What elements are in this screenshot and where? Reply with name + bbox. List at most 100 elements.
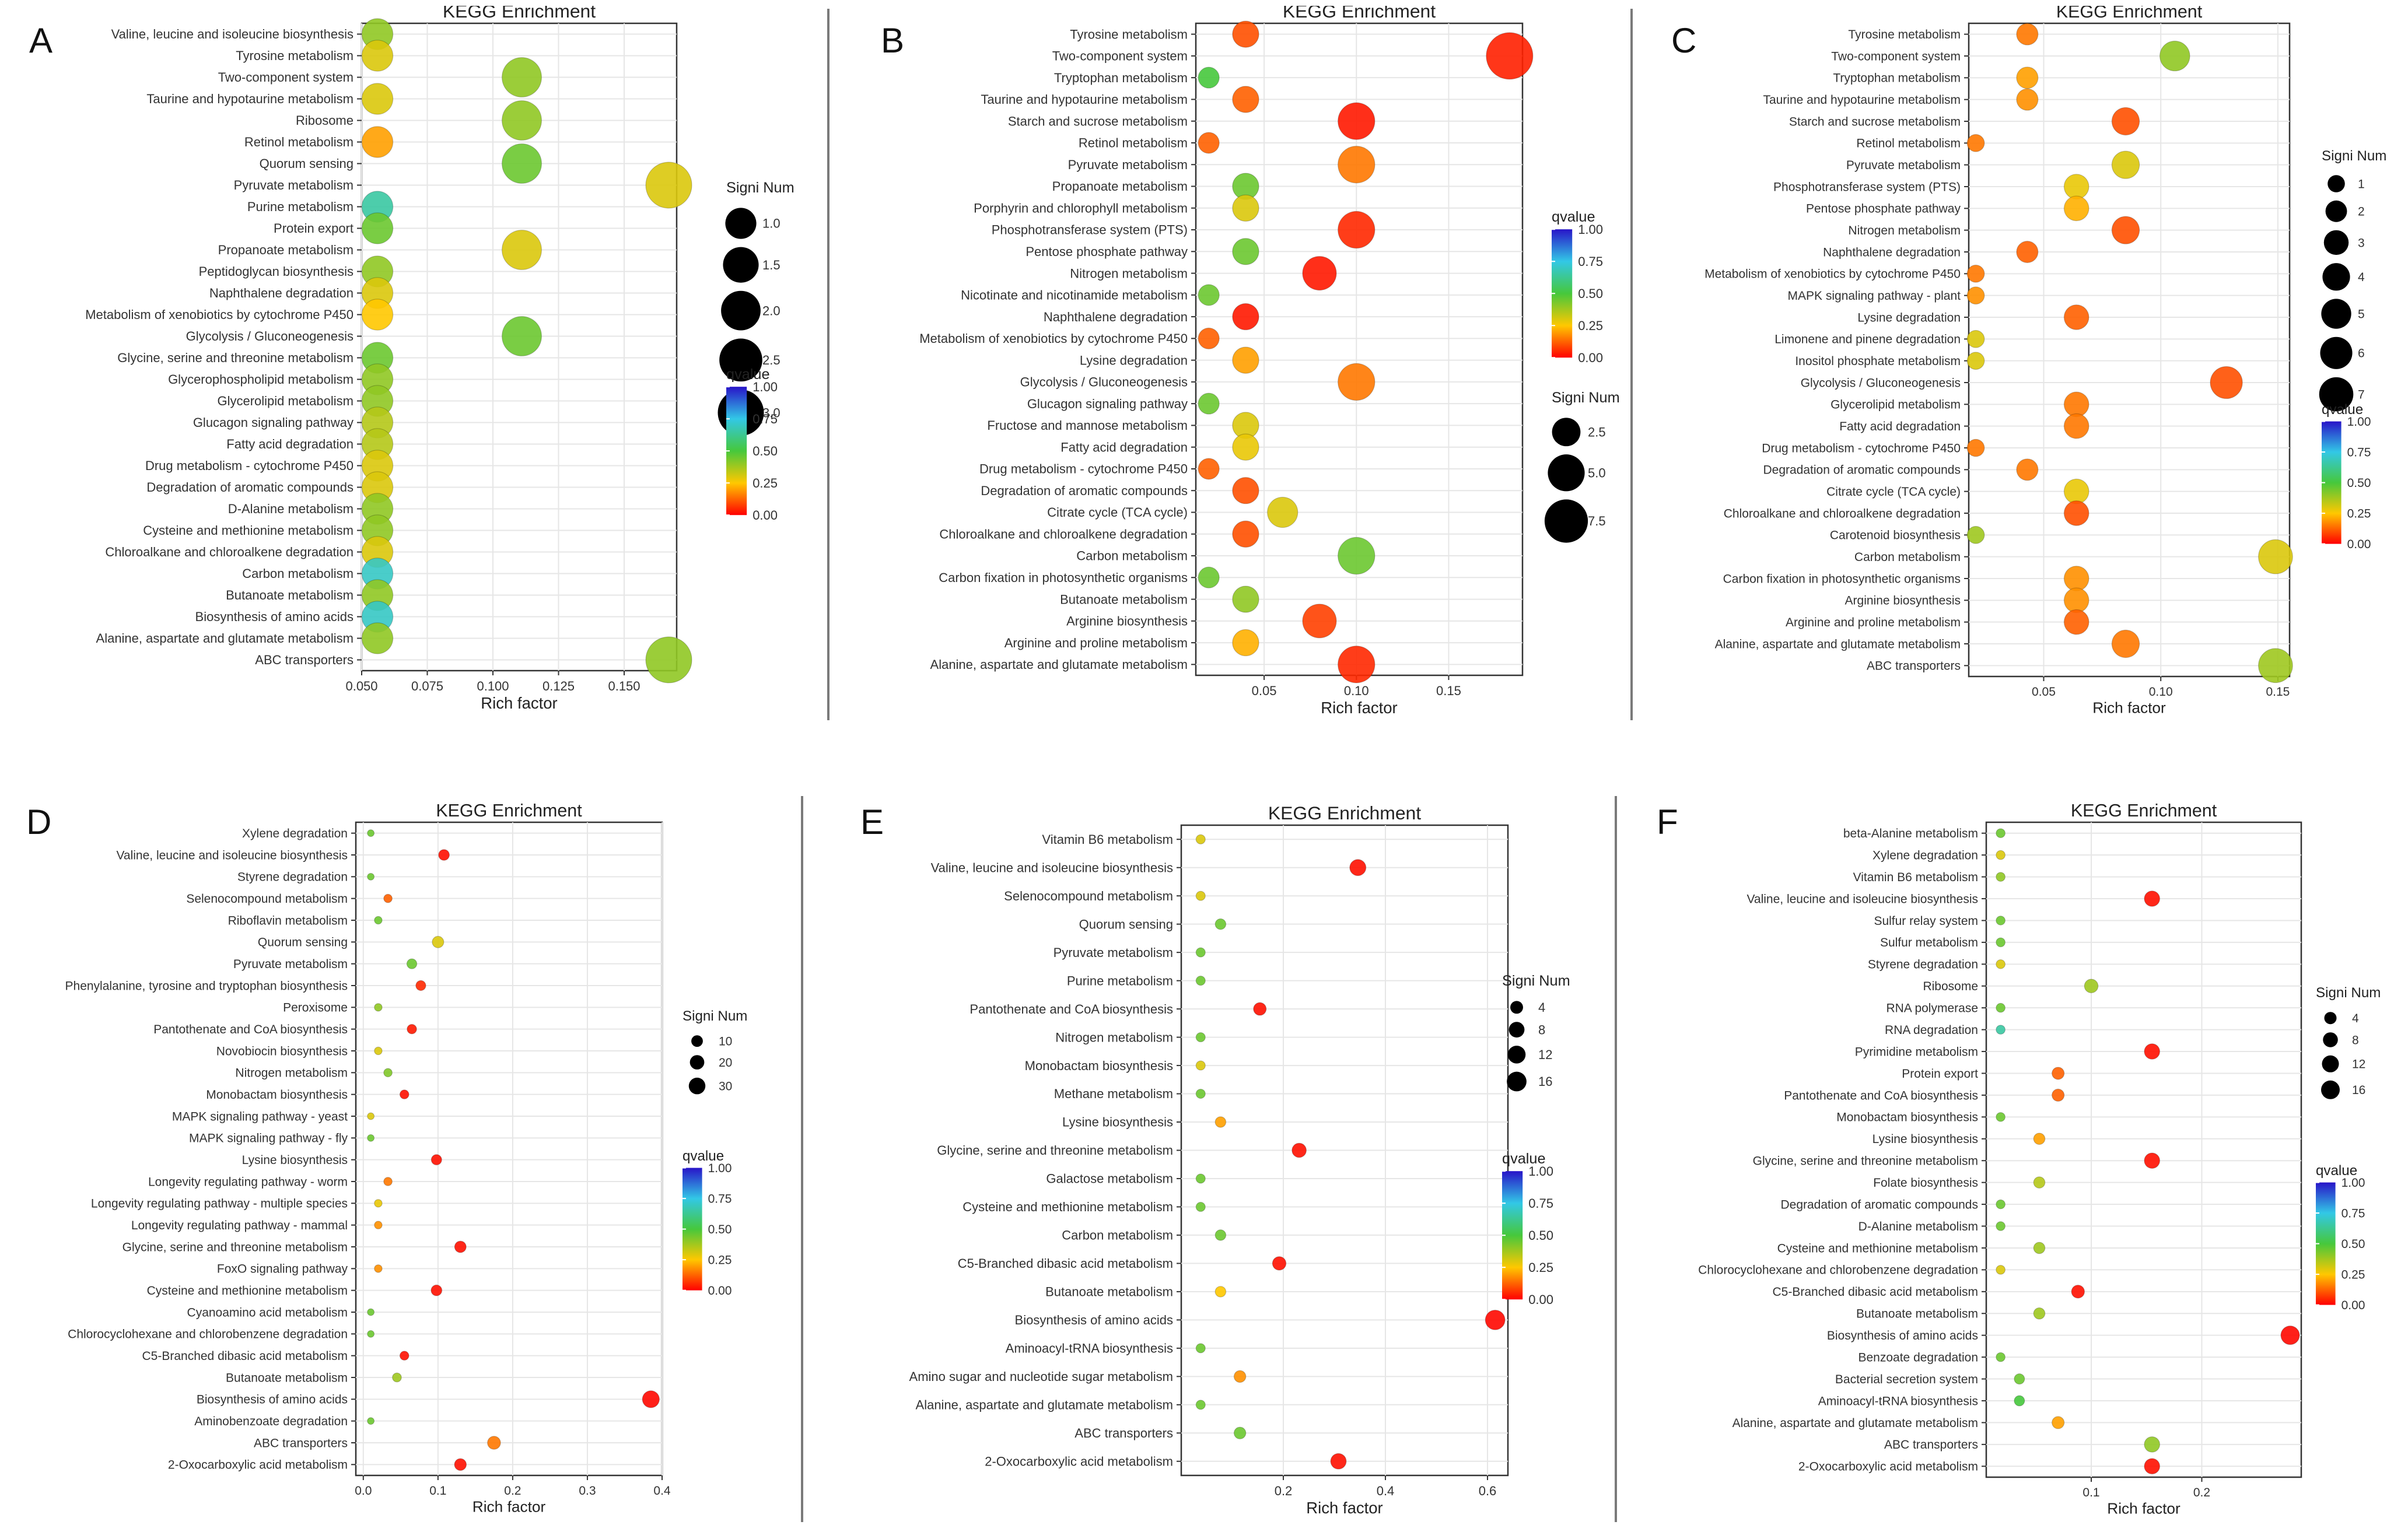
data-point: [1996, 828, 2006, 838]
data-point: [1486, 32, 1534, 80]
pathway-label: Chlorocyclohexane and chlorobenzene degr…: [1698, 1264, 1978, 1277]
data-point: [487, 1436, 501, 1450]
pathway-label: Vitamin B6 metabolism: [1042, 832, 1173, 847]
pathway-label: MAPK signaling pathway - fly: [189, 1132, 348, 1145]
pathway-label: Tryptophan metabolism: [1833, 72, 1961, 85]
pathway-label: Arginine and proline metabolism: [1005, 636, 1188, 650]
data-point: [1996, 916, 2006, 925]
pathway-label: Citrate cycle (TCA cycle): [1826, 485, 1961, 499]
data-point: [406, 958, 418, 969]
panel-d: D KEGG Enrichment 0.0 0.1 0.2 0.3 0.4 Xylene de…: [12, 796, 796, 1528]
data-point: [454, 1240, 467, 1253]
pathway-label: Chloroalkane and chloroalkene degradatio…: [939, 527, 1188, 541]
pathway-label: Lysine biosynthesis: [1873, 1133, 1978, 1146]
size-legend-key: [1507, 1046, 1526, 1064]
pathway-label: Pantothenate and CoA biosynthesis: [1784, 1089, 1978, 1102]
pathway-label: beta-Alanine metabolism: [1843, 827, 1978, 840]
data-point: [1232, 520, 1259, 548]
size-legend-key: [2321, 1080, 2340, 1099]
data-point: [361, 126, 394, 158]
color-legend-label: 1.00: [2342, 1176, 2365, 1190]
color-legend-label: 0.25: [708, 1253, 732, 1267]
pathway-label: Biosynthesis of amino acids: [1015, 1313, 1173, 1327]
size-legend-label: 6: [2358, 347, 2365, 360]
pathway-label: Fatty acid degradation: [1060, 440, 1188, 454]
data-point: [2111, 629, 2140, 658]
panel-letter: B: [881, 21, 905, 60]
kegg-bubble-chart: KEGG Enrichment 0.05 0.10 0.15 Tyrosine meta…: [1704, 6, 2386, 716]
pathway-label: Riboflavin metabolism: [228, 914, 348, 927]
data-point: [1195, 947, 1206, 958]
x-tick-label: 0.4: [653, 1484, 671, 1498]
pathway-label: Alanine, aspartate and glutamate metabol…: [96, 631, 354, 646]
data-point: [1232, 433, 1259, 461]
pathway-label: Fructose and mannose metabolism: [987, 418, 1188, 433]
data-point: [2014, 1395, 2025, 1407]
data-point: [1232, 629, 1259, 657]
data-point: [2280, 1326, 2300, 1345]
size-legend-label: 16: [1538, 1074, 1552, 1089]
size-legend-title: Signi Num: [1502, 973, 1570, 989]
x-tick-label: 0.1: [2082, 1486, 2099, 1499]
pathway-label: Glycine, serine and threonine metabolism: [937, 1143, 1173, 1158]
color-legend-title: qvalue: [1502, 1151, 1546, 1167]
data-point: [502, 100, 542, 141]
size-legend-key: [1510, 1001, 1523, 1014]
x-tick-label: 0.10: [2149, 685, 2173, 699]
data-point: [367, 872, 374, 881]
size-legend-key: [721, 290, 761, 331]
size-legend-key: [688, 1077, 706, 1095]
color-legend-label: 1.00: [708, 1162, 732, 1175]
size-legend-title: Signi Num: [682, 1008, 747, 1024]
x-tick-label: 0.4: [1377, 1484, 1395, 1498]
pathway-label: 2-Oxocarboxylic acid metabolism: [985, 1454, 1173, 1468]
pathway-label: Cyanoamino acid metabolism: [187, 1306, 348, 1319]
data-point: [1214, 1229, 1227, 1241]
x-tick-label: 0.15: [1436, 683, 1461, 698]
data-point: [1996, 1265, 2006, 1275]
color-legend-label: 0.50: [2342, 1237, 2365, 1251]
pathway-label: Taurine and hypotaurine metabolism: [1763, 93, 1961, 107]
pathway-label: Degradation of aromatic compounds: [1763, 464, 1961, 477]
data-point: [1198, 458, 1220, 480]
size-legend-label: 8: [2352, 1033, 2359, 1047]
pathway-label: Lysine biosynthesis: [1062, 1115, 1173, 1130]
data-point: [407, 1023, 417, 1035]
data-point: [432, 935, 444, 948]
size-legend-label: 1.0: [762, 216, 780, 231]
x-tick-label: 0.2: [2193, 1486, 2210, 1499]
data-point: [1292, 1142, 1307, 1158]
data-point: [1966, 330, 1985, 348]
data-point: [1302, 256, 1337, 291]
data-point: [1195, 891, 1206, 901]
pathway-label: Butanoate metabolism: [1045, 1285, 1173, 1299]
data-point: [2063, 195, 2090, 222]
data-point: [1996, 1112, 2006, 1122]
data-point: [1232, 238, 1259, 265]
color-legend-label: 0.25: [1528, 1260, 1553, 1275]
data-point: [399, 1089, 410, 1099]
pathway-label: Retinol metabolism: [244, 135, 354, 149]
size-legend-key: [2321, 299, 2351, 329]
size-legend-label: 7.5: [1588, 514, 1606, 528]
pathway-label: Alanine, aspartate and glutamate metabol…: [930, 657, 1188, 672]
data-point: [2033, 1242, 2046, 1254]
data-point: [1232, 586, 1259, 613]
data-point: [502, 316, 542, 356]
size-legend-title: Signi Num: [2316, 985, 2381, 1001]
data-point: [1338, 211, 1376, 249]
pathway-label: Valine, leucine and isoleucine biosynthe…: [1746, 892, 1978, 906]
panel-f: F KEGG Enrichment 0.1 0.2 beta-Alanine metab…: [1619, 796, 2403, 1528]
data-point: [2111, 150, 2140, 179]
size-legend-key: [2322, 263, 2350, 291]
pathway-label: Lysine degradation: [1080, 353, 1188, 367]
data-point: [2033, 1307, 2046, 1320]
pathway-label: Arginine biosynthesis: [1845, 594, 1961, 608]
pathway-label: Glycolysis / Gluconeogenesis: [1020, 375, 1188, 390]
data-point: [1338, 363, 1376, 401]
size-legend-label: 7: [2358, 388, 2365, 401]
data-point: [1996, 937, 2006, 948]
size-legend-label: 2.0: [762, 303, 780, 318]
pathway-label: Taurine and hypotaurine metabolism: [146, 92, 354, 106]
data-point: [383, 893, 393, 903]
